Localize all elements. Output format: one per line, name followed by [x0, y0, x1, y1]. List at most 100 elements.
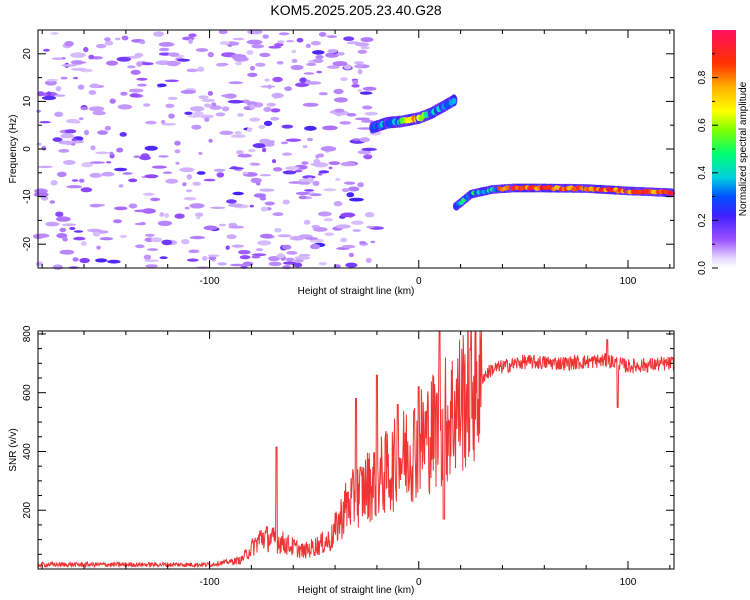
noise-cell: [197, 66, 205, 72]
snr-frame: [37, 330, 675, 570]
noise-cell: [159, 212, 165, 217]
noise-cell: [305, 43, 311, 49]
noise-cell: [239, 255, 251, 260]
noise-cell: [340, 77, 348, 81]
noise-cell: [328, 161, 341, 166]
noise-cell: [216, 63, 227, 67]
noise-cell: [237, 153, 252, 158]
noise-cell: [181, 239, 190, 245]
noise-cell: [104, 40, 114, 46]
noise-cell: [318, 32, 327, 37]
noise-cell: [37, 165, 53, 169]
noise-cell: [318, 211, 332, 217]
noise-cell: [215, 112, 226, 117]
noise-cell: [216, 172, 225, 178]
noise-cell: [116, 56, 131, 62]
noise-cell: [355, 42, 370, 47]
noise-cell: [70, 61, 87, 64]
noise-cell: [134, 209, 150, 213]
noise-cell: [118, 184, 124, 188]
snr-y-ticks: 200 400 600 800: [22, 325, 674, 555]
noise-cell: [227, 99, 244, 104]
noise-cell: [60, 133, 75, 139]
noise-cell: [304, 237, 319, 240]
colorbar-ticks: 0.0 0.2 0.4 0.6 0.8: [697, 53, 718, 275]
noise-cell: [357, 89, 363, 92]
noise-cell: [175, 161, 180, 165]
noise-cell: [43, 48, 50, 52]
noise-cell: [259, 52, 271, 58]
noise-cell: [101, 171, 115, 177]
y-tick-label: 800: [22, 325, 33, 342]
noise-cell: [127, 65, 136, 69]
noise-cell: [336, 52, 345, 56]
noise-cell: [320, 146, 337, 152]
noise-cell: [120, 91, 128, 96]
noise-cell: [272, 167, 283, 172]
noise-cell: [80, 106, 89, 111]
noise-cell: [128, 203, 138, 209]
noise-cell: [198, 95, 209, 99]
noise-cell: [335, 224, 352, 229]
noise-cell: [323, 218, 333, 222]
noise-cell: [194, 212, 204, 217]
noise-cell: [351, 84, 360, 88]
noise-cell: [63, 160, 76, 165]
noise-cell: [81, 162, 94, 168]
noise-cell: [213, 168, 226, 172]
noise-cell: [339, 121, 352, 125]
noise-cell: [340, 237, 348, 243]
noise-cell: [229, 167, 244, 170]
noise-cell: [303, 219, 311, 225]
noise-cell: [109, 151, 114, 155]
noise-cell: [151, 237, 163, 243]
noise-cell: [242, 171, 249, 175]
noise-cell: [183, 197, 197, 201]
noise-cell: [49, 200, 55, 204]
noise-cell: [306, 79, 311, 83]
noise-cell: [180, 89, 196, 94]
noise-cell: [328, 166, 333, 170]
noise-cell: [274, 227, 282, 233]
noise-cell: [225, 245, 230, 250]
noise-cell: [294, 258, 304, 263]
noise-cell: [174, 213, 185, 219]
noise-cell: [78, 117, 84, 121]
noise-cell: [286, 251, 298, 255]
noise-cell: [357, 69, 363, 75]
noise-cell: [309, 193, 322, 197]
noise-cell: [88, 90, 97, 95]
y-tick-label: 10: [22, 95, 33, 107]
noise-cell: [248, 148, 256, 153]
colorbar-tick-label: 0.0: [697, 261, 708, 275]
noise-cell: [345, 262, 358, 268]
noise-cell: [201, 98, 216, 103]
noise-cell: [50, 32, 59, 35]
noise-cell: [282, 152, 292, 156]
noise-cell: [317, 153, 325, 158]
noise-cell: [242, 261, 254, 267]
noise-cell: [235, 61, 242, 66]
noise-cell: [95, 258, 108, 263]
noise-cell: [221, 94, 234, 98]
noise-cell: [230, 134, 246, 138]
noise-cell: [315, 55, 324, 59]
ridge-cell: [668, 191, 675, 196]
noise-cell: [291, 58, 298, 64]
noise-cell: [343, 36, 355, 41]
noise-cell: [209, 206, 226, 209]
noise-cell: [52, 137, 63, 142]
noise-cell: [81, 241, 87, 247]
noise-cell: [302, 145, 308, 149]
noise-cell: [45, 221, 60, 227]
noise-cell: [204, 117, 210, 122]
ridge-cell: [451, 97, 457, 105]
noise-cell: [326, 65, 340, 69]
noise-cell: [83, 46, 89, 53]
noise-cell: [52, 264, 64, 271]
noise-cell: [362, 86, 377, 91]
noise-cell: [285, 166, 300, 170]
noise-cell: [217, 262, 227, 266]
noise-cell: [165, 178, 179, 184]
noise-cell: [89, 203, 102, 208]
